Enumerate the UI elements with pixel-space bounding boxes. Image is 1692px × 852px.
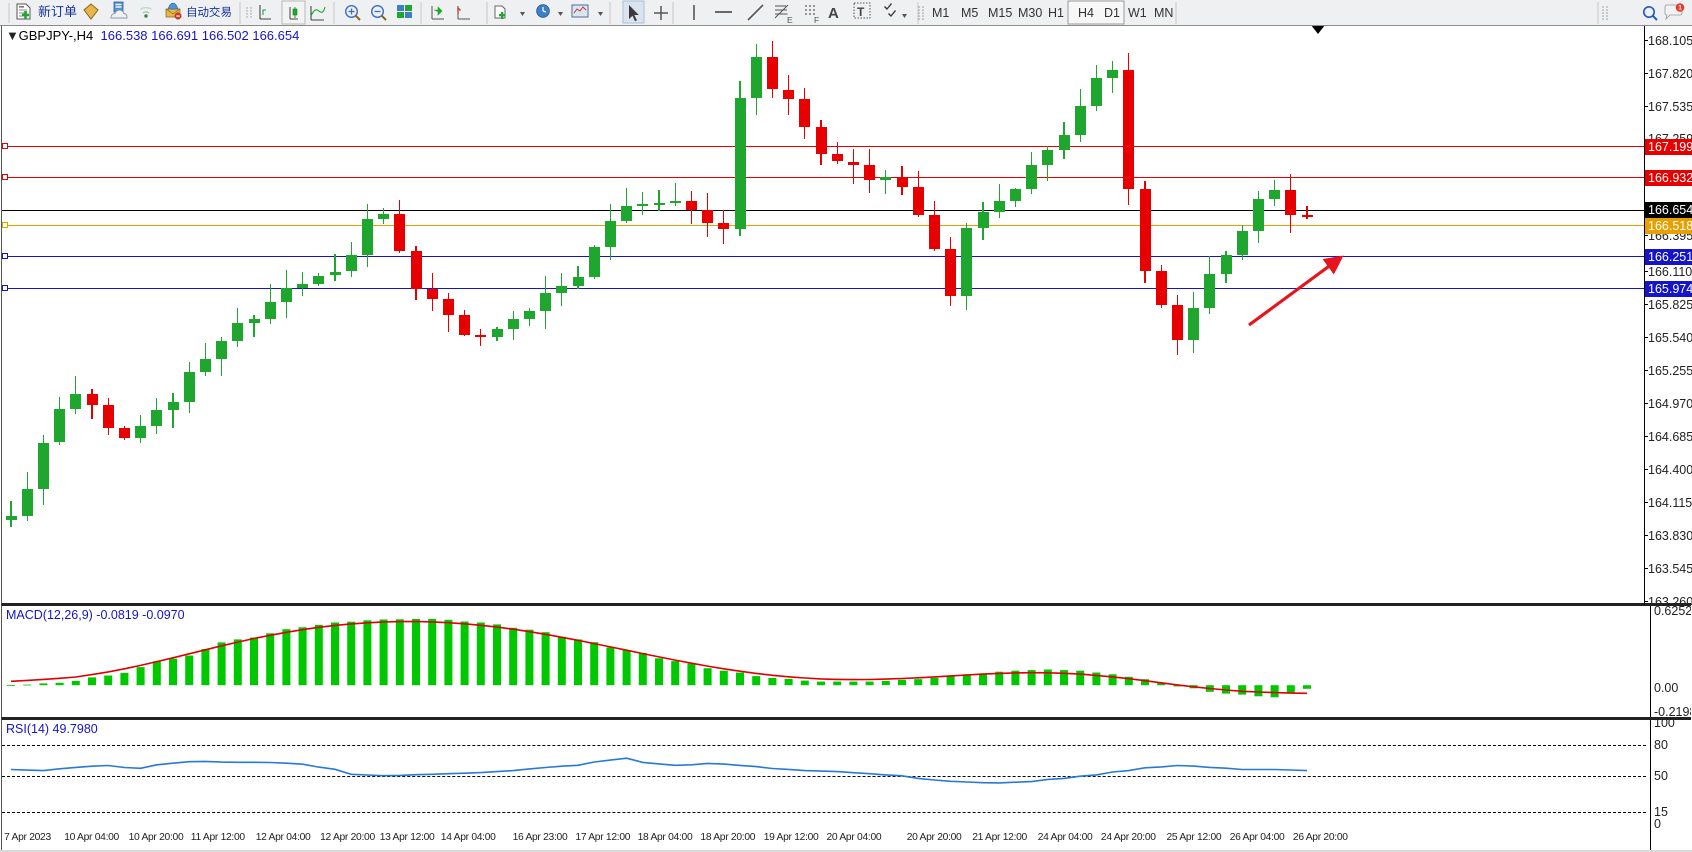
svg-text:D1: D1 [1104, 6, 1120, 20]
svg-text:1: 1 [1678, 4, 1682, 11]
svg-text:F: F [814, 15, 819, 25]
svg-text:E: E [787, 15, 793, 25]
svg-text:H4: H4 [1078, 6, 1094, 20]
svg-text:M1: M1 [932, 6, 949, 20]
svg-text:W1: W1 [1128, 6, 1147, 20]
svg-text:H1: H1 [1048, 6, 1064, 20]
svg-text:M30: M30 [1018, 6, 1042, 20]
svg-text:T: T [857, 5, 865, 19]
svg-text:新订单: 新订单 [38, 4, 77, 19]
svg-text:M15: M15 [988, 6, 1012, 20]
svg-text:M5: M5 [961, 6, 978, 20]
svg-text:MN: MN [1154, 6, 1173, 20]
svg-text:A: A [828, 5, 839, 22]
svg-text:自动交易: 自动交易 [186, 6, 232, 19]
